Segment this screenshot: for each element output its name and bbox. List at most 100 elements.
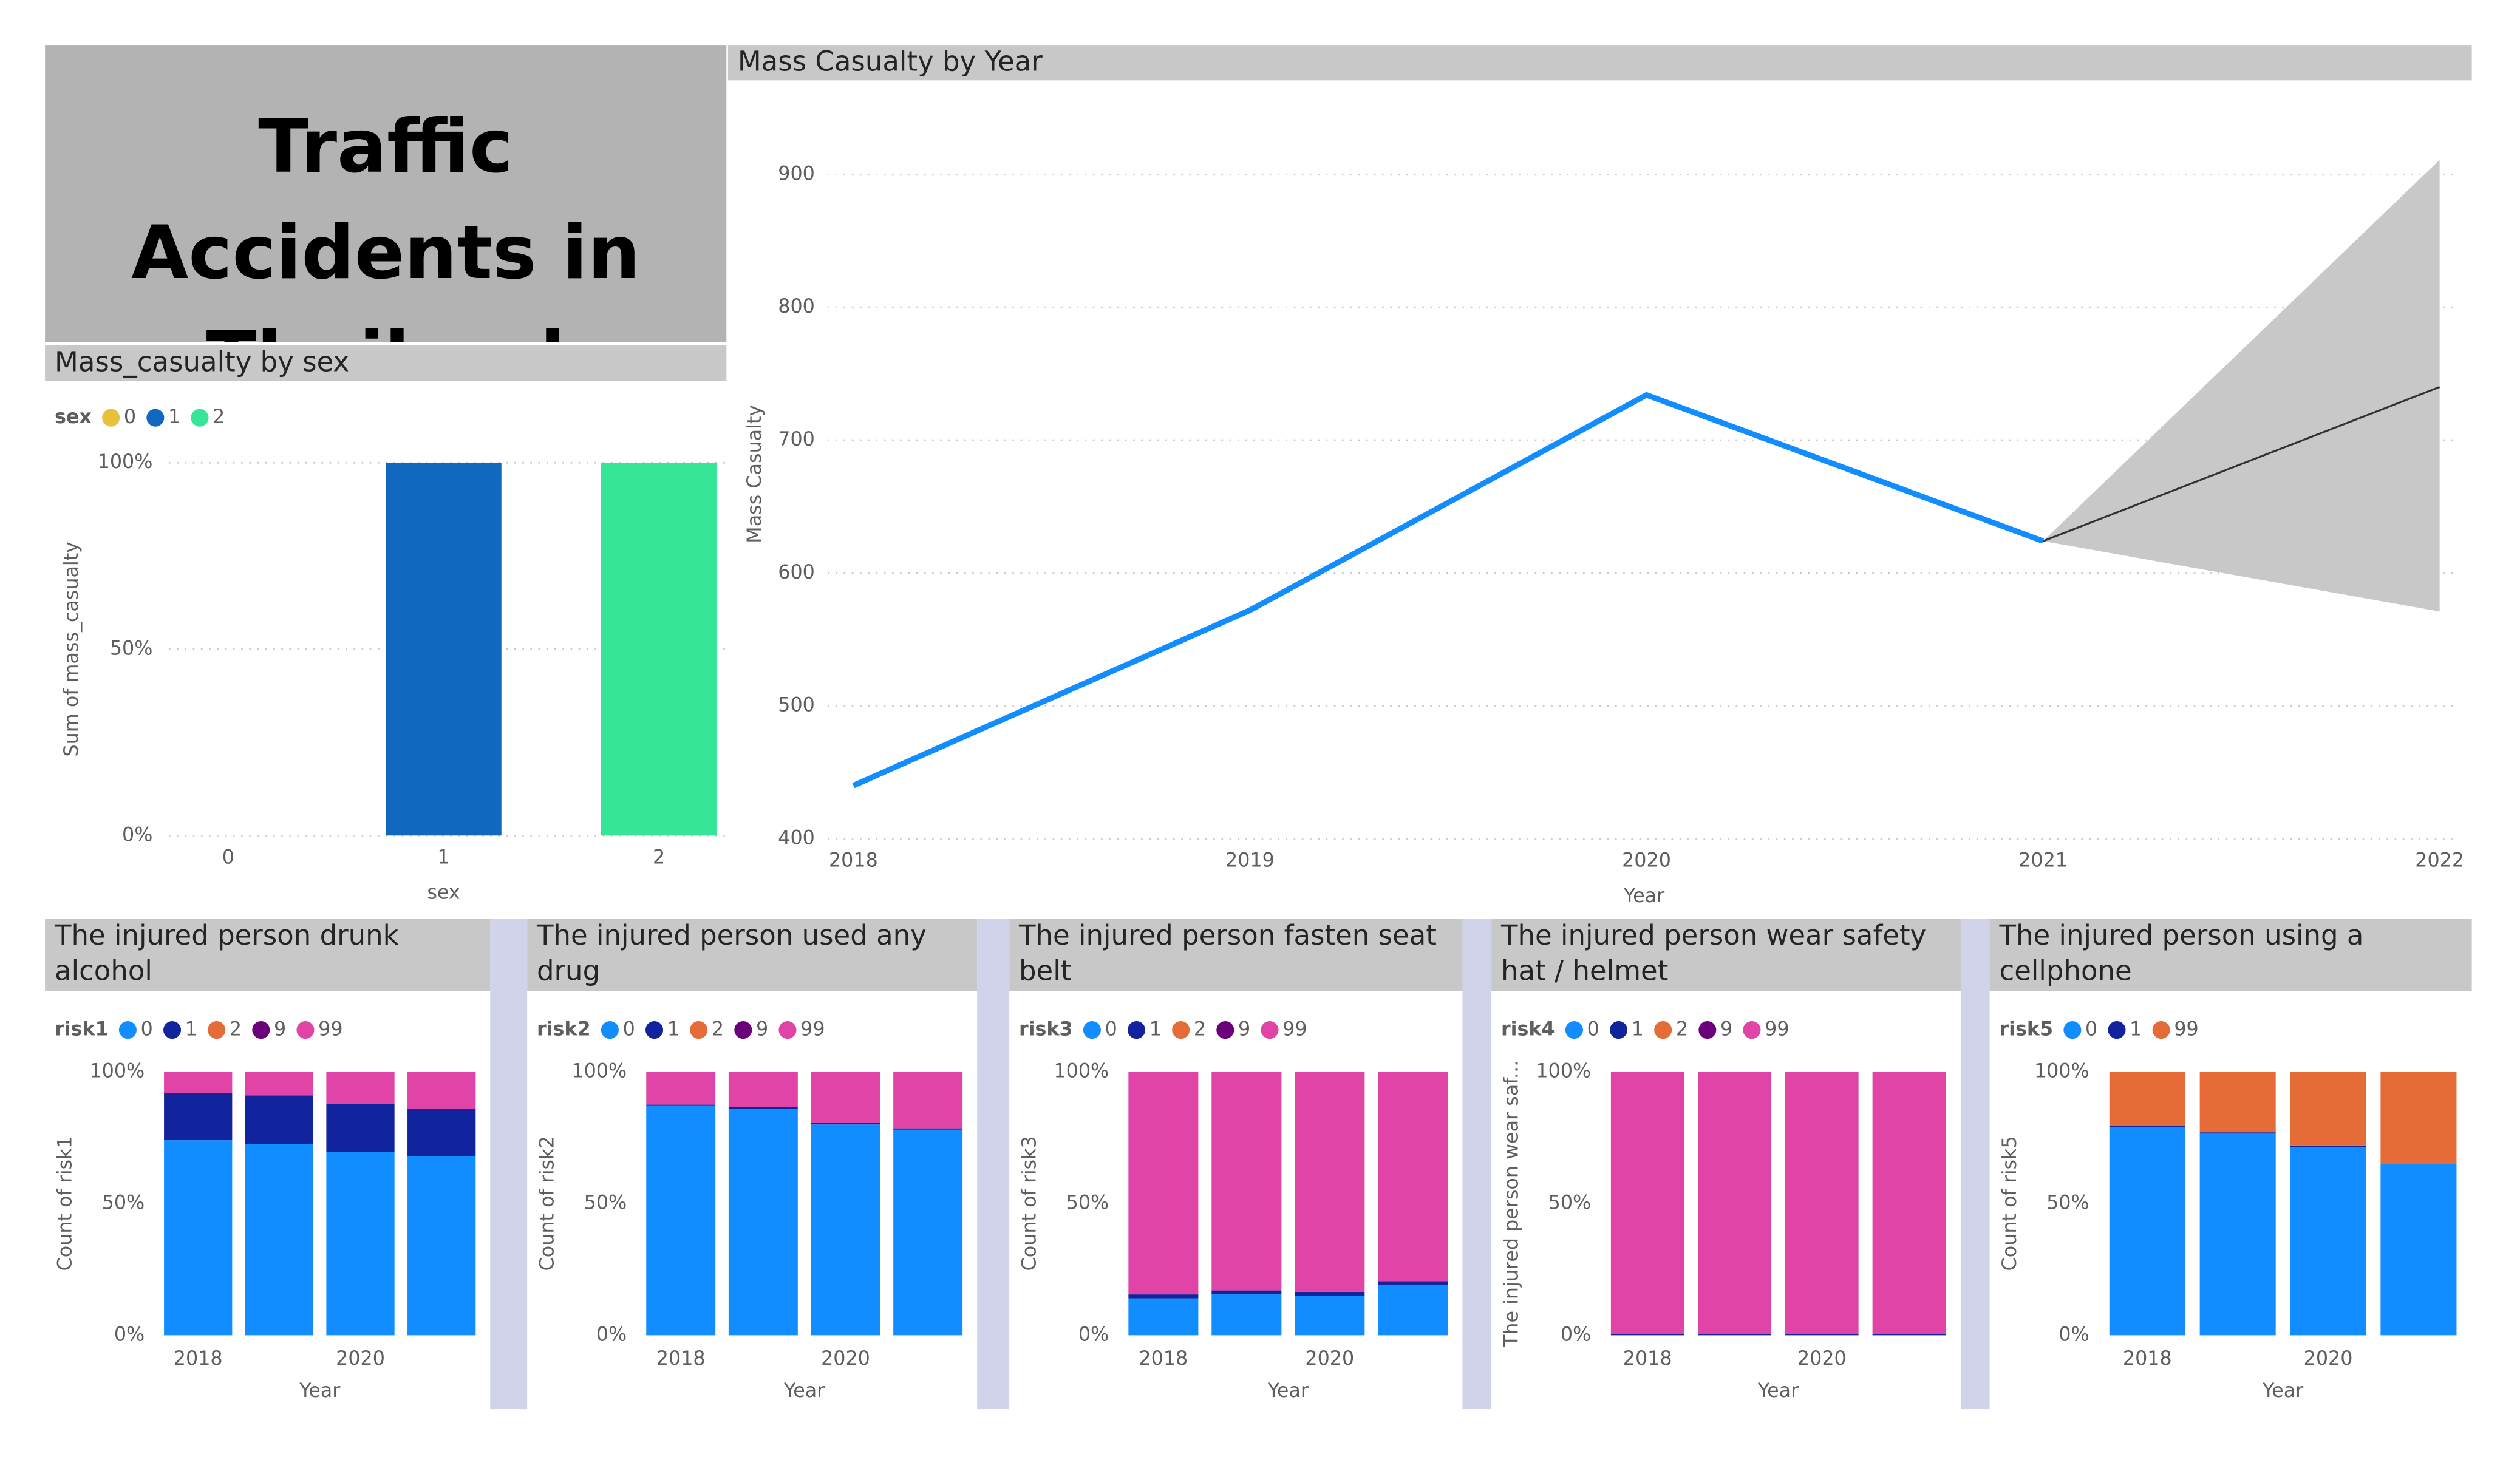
bar-segment xyxy=(245,1072,314,1096)
y-axis-title: Count of risk5 xyxy=(1999,1136,2021,1271)
y-tick-label: 0% xyxy=(2059,1323,2089,1345)
legend-marker xyxy=(163,1021,182,1039)
bar-segment xyxy=(1698,1334,1772,1336)
y-tick-label: 100% xyxy=(2034,1060,2089,1082)
dashboard-title: Traffic Accidents in Thailand xyxy=(131,103,641,342)
y-tick-label: 600 xyxy=(778,562,815,583)
bar-segment xyxy=(1295,1291,1365,1296)
panel-title-box: Mass_casualty by sex xyxy=(55,347,349,379)
legend-label: 1 xyxy=(2130,1019,2142,1041)
y-tick-label: 0% xyxy=(114,1323,145,1345)
y-tick-label: 0% xyxy=(596,1323,627,1345)
forecast-line xyxy=(2043,385,2440,542)
bar-segment xyxy=(326,1152,395,1336)
bar-segment xyxy=(1785,1072,1859,1334)
bar-segment xyxy=(164,1140,233,1336)
bar xyxy=(601,463,717,836)
panel-separator xyxy=(1462,919,1492,1410)
panel-header xyxy=(527,919,978,991)
x-axis-title: Year xyxy=(1267,1380,1309,1402)
panel-title: Mass Casualty by Year xyxy=(737,46,1043,79)
x-tick-label: 2018 xyxy=(656,1348,706,1370)
bar-segment xyxy=(1295,1296,1365,1336)
legend-marker xyxy=(645,1021,664,1039)
legend-marker xyxy=(734,1021,752,1039)
x-axis-title: Year xyxy=(1757,1380,1799,1402)
bar-segment xyxy=(1378,1072,1448,1282)
bar-segment xyxy=(811,1124,880,1336)
bar-segment xyxy=(1698,1072,1772,1334)
legend-marker xyxy=(2108,1021,2126,1039)
x-tick-label: 0 xyxy=(222,846,234,868)
panel-title-box: The injured person wear safety hat / hel… xyxy=(1501,921,1926,988)
bar-segment xyxy=(1295,1072,1365,1292)
legend-marker xyxy=(252,1021,270,1039)
panel-header xyxy=(1491,919,1961,991)
y-axis-title: Count of risk3 xyxy=(1019,1136,1041,1271)
legend-marker xyxy=(102,409,120,427)
legend-marker xyxy=(1127,1021,1146,1039)
legend-label: 2 xyxy=(712,1019,724,1041)
legend-marker xyxy=(1565,1021,1583,1039)
panel-title: The injured person drunk alcohol xyxy=(54,920,399,988)
y-tick-label: 50% xyxy=(1066,1192,1109,1214)
bar-segment xyxy=(407,1156,476,1336)
legend-label: 0 xyxy=(124,406,136,428)
y-tick-label: 50% xyxy=(110,637,153,659)
y-tick-label: 400 xyxy=(778,827,815,849)
x-tick-label: 2020 xyxy=(1797,1348,1847,1370)
bar-segment xyxy=(728,1072,798,1107)
x-tick-label: 2018 xyxy=(1623,1348,1672,1370)
y-tick-label: 0% xyxy=(122,824,152,846)
legend-label: 9 xyxy=(1720,1019,1732,1041)
panel-header xyxy=(727,45,2472,81)
bar-segment xyxy=(2109,1072,2185,1126)
line-series xyxy=(852,392,2045,789)
legend-label: 1 xyxy=(667,1019,679,1041)
bar-segment xyxy=(1378,1285,1448,1336)
x-tick-label: 2020 xyxy=(1622,850,1671,872)
bar-segment xyxy=(646,1104,716,1106)
legend-marker xyxy=(1609,1021,1628,1039)
bar-segment xyxy=(407,1072,476,1109)
title-panel xyxy=(45,45,727,342)
x-tick-label: 2018 xyxy=(174,1348,223,1370)
x-axis-title: Year xyxy=(299,1380,341,1402)
bar-segment xyxy=(811,1072,880,1123)
panel-title: The injured person fasten seat belt xyxy=(1018,920,1437,988)
bar-segment xyxy=(2199,1133,2276,1336)
bar-segment xyxy=(1128,1298,1199,1336)
x-axis-title: Year xyxy=(1623,885,1665,907)
y-axis-title: Count of risk2 xyxy=(537,1136,559,1271)
legend-label: 99 xyxy=(1282,1019,1307,1041)
dashboard-title-box: Traffic Accidents in Thailand xyxy=(131,103,641,342)
panel-header xyxy=(1989,919,2472,991)
bar-segment xyxy=(2109,1126,2185,1127)
legend-title: risk5 xyxy=(1999,1019,2053,1041)
bar-segment xyxy=(2380,1072,2457,1164)
bar-segment xyxy=(893,1129,963,1336)
y-tick-label: 100% xyxy=(1054,1060,1109,1082)
y-axis-title: Sum of mass_casualty xyxy=(61,542,83,756)
y-tick-label: 700 xyxy=(778,429,815,450)
legend-label: 99 xyxy=(318,1019,342,1041)
forecast-band xyxy=(2043,160,2440,612)
y-axis-title: Mass Casualty xyxy=(744,405,766,543)
legend-title: risk2 xyxy=(537,1019,591,1041)
bar-segment xyxy=(2380,1164,2457,1336)
y-tick-label: 100% xyxy=(571,1060,627,1082)
bar-segment xyxy=(407,1109,476,1156)
legend-label: 0 xyxy=(1587,1019,1599,1041)
panel-separator xyxy=(1960,919,1990,1410)
y-tick-label: 50% xyxy=(102,1192,145,1214)
panel-title-box: Mass Casualty by Year xyxy=(737,46,1043,79)
y-tick-label: 500 xyxy=(778,695,815,716)
panel-separator xyxy=(977,919,1010,1410)
panel-separator xyxy=(490,919,528,1410)
legend-marker xyxy=(2063,1021,2082,1039)
x-tick-label: 2020 xyxy=(2304,1348,2353,1370)
legend-title: risk3 xyxy=(1019,1019,1073,1041)
y-tick-label: 100% xyxy=(1536,1060,1591,1082)
bar-segment xyxy=(1211,1294,1282,1336)
